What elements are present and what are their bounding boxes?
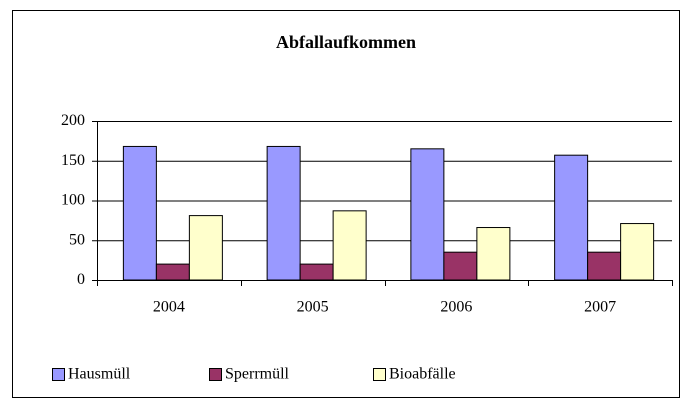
bar [587,251,622,281]
y-tick-label: 50 [69,231,85,248]
bar [155,263,190,281]
bar [299,263,334,281]
legend-label: Bioabfälle [389,366,456,383]
y-tick-label: 0 [77,271,85,288]
legend-swatch [209,368,222,381]
bar [554,154,589,281]
legend-label: Hausmüll [68,366,131,383]
x-tick-label: 2005 [297,299,329,316]
bar [410,148,445,281]
x-tick-label: 2006 [440,299,472,316]
x-tick-label: 2004 [153,299,185,316]
bar [188,215,223,281]
bar [443,251,478,281]
bar [476,227,511,281]
bar [620,223,655,281]
bar [266,145,301,281]
x-tick-label: 2007 [584,299,616,316]
y-tick-label: 150 [61,152,85,169]
bar [332,210,367,281]
legend-swatch [373,368,386,381]
bar [122,145,157,281]
y-tick-label: 200 [61,112,85,129]
legend-label: Sperrmüll [225,366,290,383]
y-tick-label: 100 [61,192,85,209]
chart-title: Abfallaufkommen [276,32,416,52]
legend-swatch [52,368,65,381]
